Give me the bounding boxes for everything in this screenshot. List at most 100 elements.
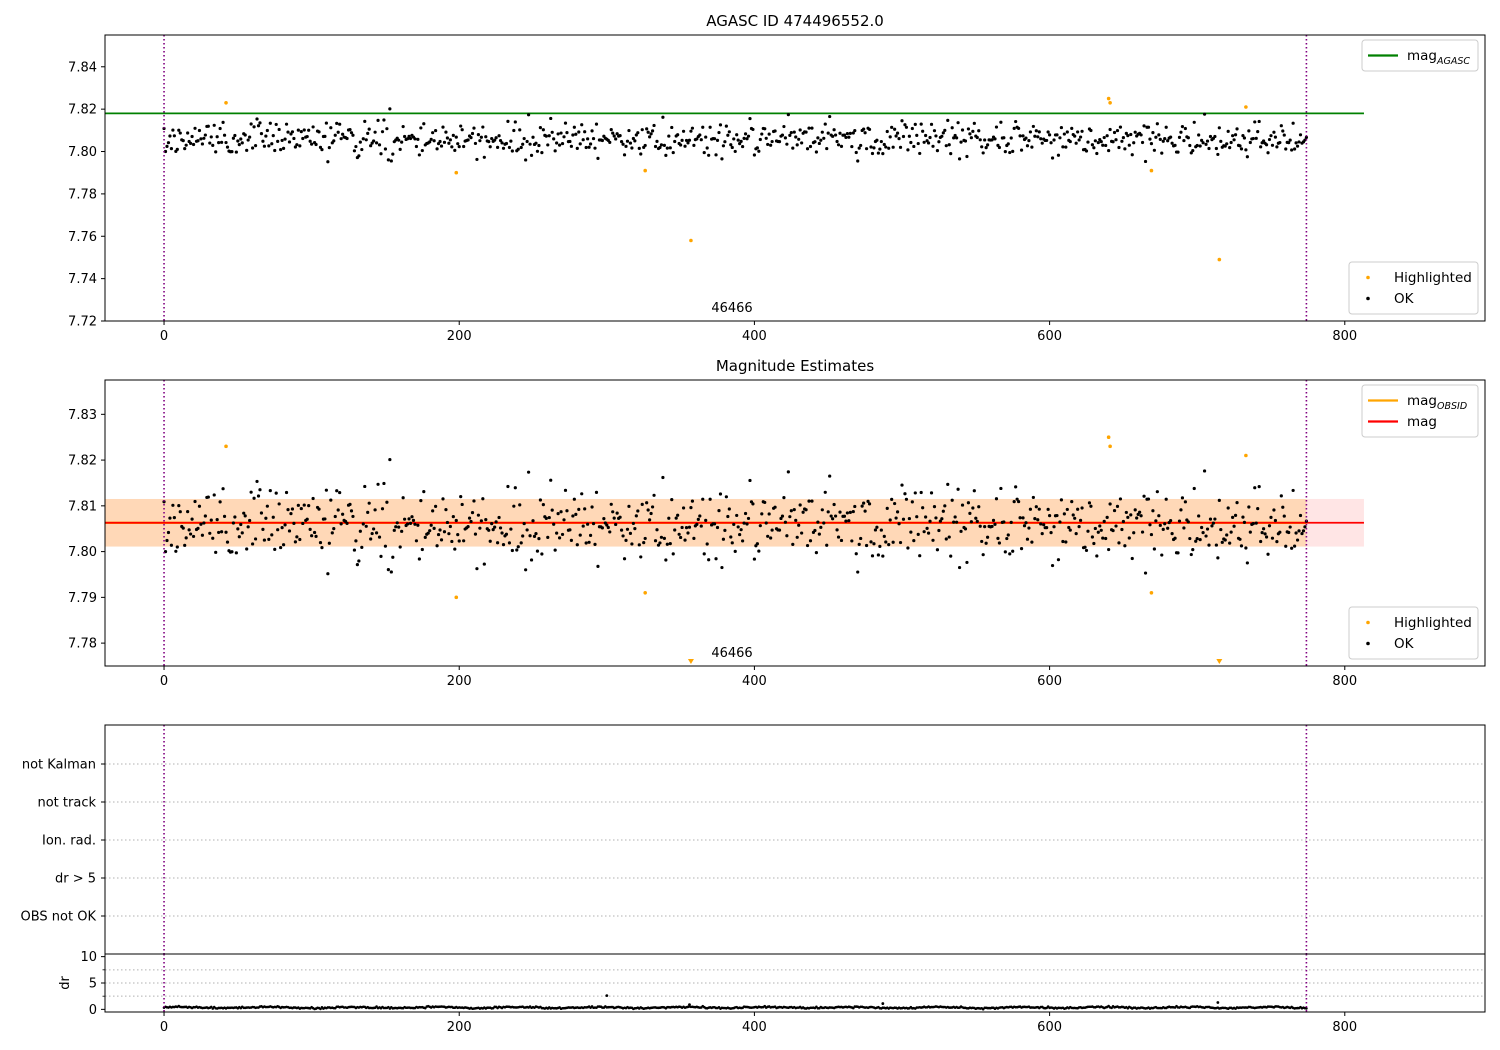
ok-point bbox=[1239, 147, 1244, 151]
ok-point bbox=[891, 540, 895, 544]
ok-point bbox=[363, 484, 367, 489]
ok-point bbox=[332, 139, 336, 143]
ok-point bbox=[568, 139, 572, 144]
ok-point bbox=[606, 525, 610, 530]
ok-point bbox=[1064, 145, 1068, 149]
ok-point bbox=[727, 507, 731, 511]
ok-point bbox=[550, 508, 554, 512]
ok-point bbox=[1208, 517, 1213, 521]
ok-point bbox=[413, 137, 417, 141]
ok-point bbox=[842, 133, 847, 137]
ok-point bbox=[320, 545, 324, 550]
legend-label: Highlighted bbox=[1394, 270, 1472, 286]
panel2-title: Magnitude Estimates bbox=[716, 357, 874, 375]
highlighted-point bbox=[643, 168, 647, 173]
ok-point bbox=[470, 510, 475, 515]
ok-point bbox=[941, 131, 945, 135]
ok-point bbox=[515, 548, 519, 552]
ok-point bbox=[274, 122, 278, 127]
ok-point bbox=[494, 520, 498, 524]
ok-point bbox=[661, 475, 665, 480]
ok-point bbox=[769, 536, 773, 540]
ok-point bbox=[699, 138, 703, 142]
ok-point bbox=[795, 143, 799, 147]
ok-point bbox=[727, 130, 731, 134]
category-label: not Kalman bbox=[22, 758, 96, 773]
ok-point bbox=[560, 532, 565, 537]
ok-point bbox=[1269, 134, 1273, 138]
ok-point bbox=[1149, 532, 1154, 537]
ok-point bbox=[831, 134, 835, 138]
ok-point bbox=[870, 554, 875, 558]
ok-point bbox=[1217, 126, 1221, 130]
ok-point bbox=[926, 531, 931, 535]
panel-magnitude-estimates: Magnitude Estimates 46466 0 200 400 600 800 7… bbox=[68, 357, 1486, 689]
ok-point bbox=[1058, 136, 1062, 140]
ok-point bbox=[408, 521, 413, 526]
ok-point bbox=[804, 130, 808, 134]
ok-point bbox=[891, 145, 895, 149]
ok-point bbox=[994, 125, 999, 129]
ok-point bbox=[767, 132, 771, 136]
ok-point bbox=[924, 133, 928, 138]
ok-point bbox=[856, 159, 860, 163]
ok-point bbox=[333, 514, 337, 519]
ok-point bbox=[665, 542, 669, 546]
highlighted-point bbox=[1108, 444, 1112, 449]
ok-point bbox=[1170, 141, 1174, 145]
ok-point bbox=[993, 137, 997, 141]
ok-point bbox=[683, 538, 687, 542]
ok-point bbox=[1270, 143, 1275, 147]
ok-point bbox=[1046, 507, 1050, 511]
ok-point bbox=[925, 526, 929, 531]
ok-point bbox=[475, 157, 479, 162]
panel2-obsid-label: 46466 bbox=[711, 646, 752, 661]
ok-point bbox=[1161, 527, 1165, 532]
ok-point bbox=[664, 558, 668, 562]
ok-point bbox=[1017, 126, 1021, 130]
ok-point bbox=[265, 504, 269, 508]
ok-point bbox=[912, 539, 916, 543]
ok-point bbox=[411, 518, 416, 522]
ok-point bbox=[1155, 490, 1159, 494]
ok-point bbox=[274, 491, 278, 495]
ok-point bbox=[1118, 497, 1123, 501]
highlighted-point bbox=[1106, 435, 1111, 440]
ok-point bbox=[312, 530, 317, 535]
ok-point bbox=[578, 142, 582, 146]
ok-point bbox=[952, 520, 956, 524]
ok-point bbox=[745, 137, 749, 141]
legend-label: OK bbox=[1394, 291, 1415, 307]
ok-point bbox=[910, 500, 914, 504]
legend-swatch-dot bbox=[1366, 275, 1370, 280]
ok-point bbox=[586, 522, 590, 526]
ok-point bbox=[718, 492, 723, 496]
ok-point bbox=[1077, 525, 1081, 529]
ok-point bbox=[690, 126, 695, 130]
ok-point bbox=[1011, 549, 1015, 553]
ok-point bbox=[405, 137, 410, 141]
ok-point bbox=[190, 517, 194, 521]
ok-point bbox=[602, 516, 606, 521]
ok-point bbox=[292, 521, 296, 525]
ok-point bbox=[652, 493, 656, 497]
ok-point bbox=[202, 521, 206, 525]
ok-point bbox=[491, 528, 495, 532]
ok-point bbox=[525, 139, 529, 144]
ok-point bbox=[562, 135, 566, 139]
ok-point bbox=[650, 505, 655, 509]
ok-point bbox=[1298, 513, 1303, 518]
ok-point bbox=[1291, 488, 1295, 493]
ok-point bbox=[969, 136, 973, 140]
x-tick-label: 600 bbox=[1037, 329, 1062, 344]
ok-point bbox=[792, 508, 796, 512]
ok-point bbox=[472, 499, 476, 503]
ok-point bbox=[264, 516, 268, 520]
ok-point bbox=[894, 134, 898, 138]
ok-point bbox=[577, 507, 581, 511]
ok-point bbox=[804, 508, 808, 512]
ok-point bbox=[214, 550, 218, 554]
ok-point bbox=[432, 526, 436, 530]
ok-point bbox=[373, 130, 377, 134]
